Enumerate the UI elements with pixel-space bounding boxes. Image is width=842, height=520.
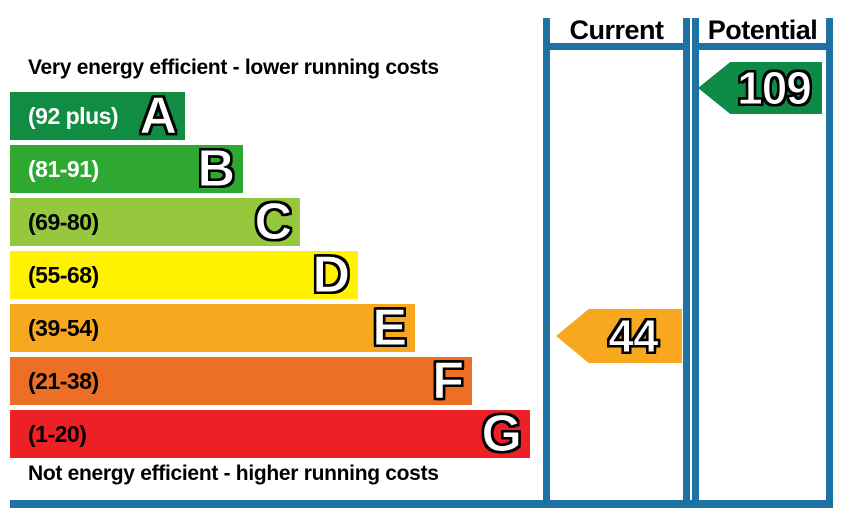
band-range-label: (55-68) <box>28 261 99 288</box>
band-letter: E <box>372 299 408 357</box>
band-letter: B <box>197 140 236 198</box>
band-range-label: (92 plus) <box>28 102 119 129</box>
band-letter: A <box>139 87 178 145</box>
current-rating-value: 44 <box>608 310 659 363</box>
band-letter: D <box>312 246 351 304</box>
band-F: (21-38) F <box>10 352 472 410</box>
potential-column-header: Potential <box>699 15 826 50</box>
band-range-label: (1-20) <box>28 420 87 447</box>
potential-rating-value: 109 <box>737 62 813 114</box>
band-range-label: (39-54) <box>28 314 99 341</box>
band-range-label: (69-80) <box>28 208 99 235</box>
top-caption: Very energy efficient - lower running co… <box>28 56 439 79</box>
band-D: (55-68) D <box>10 246 358 304</box>
rating-bands: (92 plus) A (81-91) B (69-80) C (55-68) … <box>10 87 530 463</box>
band-letter: C <box>254 193 293 251</box>
band-B: (81-91) B <box>10 140 243 198</box>
band-C: (69-80) C <box>10 193 300 251</box>
bottom-border-bar <box>10 500 833 508</box>
band-E: (39-54) E <box>10 299 415 357</box>
current-column-header: Current <box>550 15 683 50</box>
band-A: (92 plus) A <box>10 87 185 145</box>
band-letter: F <box>432 352 465 410</box>
band-range-label: (81-91) <box>28 155 99 182</box>
band-range-label: (21-38) <box>28 367 99 394</box>
band-letter: G <box>481 405 522 463</box>
bottom-caption: Not energy efficient - higher running co… <box>28 462 439 485</box>
band-G: (1-20) G <box>10 405 530 463</box>
current-column: Current <box>543 15 690 508</box>
